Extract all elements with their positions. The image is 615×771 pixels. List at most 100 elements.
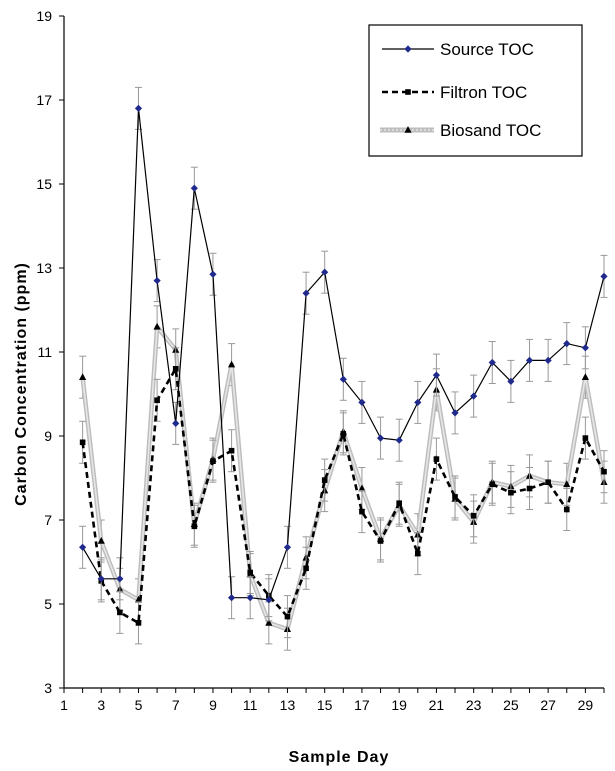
data-point [470,392,478,400]
data-point [153,277,161,285]
y-tick-label: 5 [44,596,52,612]
legend-marker [404,45,412,53]
data-point [432,371,441,379]
y-tick-label: 3 [44,680,52,696]
x-tick-label: 9 [209,697,217,713]
x-tick-label: 5 [135,697,143,713]
legend-box [368,24,583,157]
legend-label: Filtron TOC [440,83,527,102]
y-axis-title: Carbon Concentration (ppm) [13,262,30,506]
data-point [210,458,216,464]
data-point [247,569,254,576]
legend-swatch-1 [382,45,434,53]
data-point [545,479,551,485]
data-point [116,575,124,583]
data-point [544,356,552,364]
data-point [227,594,236,602]
data-point [563,340,571,348]
axes [59,15,605,693]
data-point [265,618,273,626]
data-point [563,506,570,513]
data-point [97,575,105,583]
x-tick-label: 21 [429,697,445,713]
data-point [191,523,198,530]
data-point [135,620,142,626]
legend-label: Source TOC [440,40,534,59]
data-point [79,439,86,446]
data-point [79,373,87,380]
data-point [134,595,143,603]
data-point [321,268,329,276]
data-point [339,375,347,383]
data-point [470,513,477,519]
data-point [302,289,310,297]
data-point [303,565,309,572]
x-tick-label: 1 [60,697,68,713]
data-point [582,435,589,441]
data-point [414,550,421,557]
data-point [209,270,217,278]
x-axis-title: Sample Day [289,749,390,766]
x-tick-label: 19 [391,697,407,713]
data-point [601,468,607,475]
x-tick-label: 13 [280,697,296,713]
data-point [97,537,105,544]
data-point [228,447,235,454]
legend-marker [405,89,411,95]
data-point [414,398,422,406]
data-point [508,489,514,496]
data-point [395,436,403,444]
data-point [172,366,179,372]
x-tick-label: 25 [503,697,519,713]
y-tick-label: 7 [44,512,52,528]
data-point [377,538,384,544]
series-line [81,364,606,626]
data-point [79,543,87,551]
y-tick-label: 9 [44,428,52,444]
data-point [153,322,161,330]
x-tick-label: 23 [466,697,482,713]
data-point [452,494,458,500]
data-point [525,356,534,364]
data-point [284,613,291,620]
data-point [489,481,496,488]
x-tick-label: 3 [97,697,105,713]
data-point [246,594,254,602]
data-point [321,477,328,483]
data-point [265,596,273,604]
data-point [117,609,123,616]
x-tick-label: 7 [172,697,180,713]
data-point [526,485,533,492]
data-point [358,484,366,492]
data-point [396,500,402,506]
x-tick-label: 17 [354,697,370,713]
data-point [340,431,347,437]
x-tick-label: 11 [243,697,258,713]
data-point [581,373,589,380]
data-point [581,344,589,352]
data-point [563,480,571,488]
y-tick-label: 11 [37,344,52,360]
data-point [488,358,496,367]
x-tick-label: 29 [578,697,594,713]
x-tick-label: 15 [317,697,333,713]
data-point [451,409,459,417]
series-layer [79,86,608,651]
data-point [359,508,365,515]
y-tick-label: 19 [36,8,52,24]
data-point [172,419,180,427]
legend-swatch-3 [380,126,434,133]
y-tick-label: 15 [36,176,52,192]
legend: Source TOC Filtron TOC Biosand TOC [368,24,583,157]
data-point [507,377,515,385]
data-point [190,184,198,192]
y-tick-label: 13 [36,260,52,276]
data-point [433,456,440,462]
data-point [600,272,608,280]
data-point [358,398,366,406]
data-point [376,434,385,442]
data-point [227,360,236,368]
legend-swatch-2 [382,89,434,95]
